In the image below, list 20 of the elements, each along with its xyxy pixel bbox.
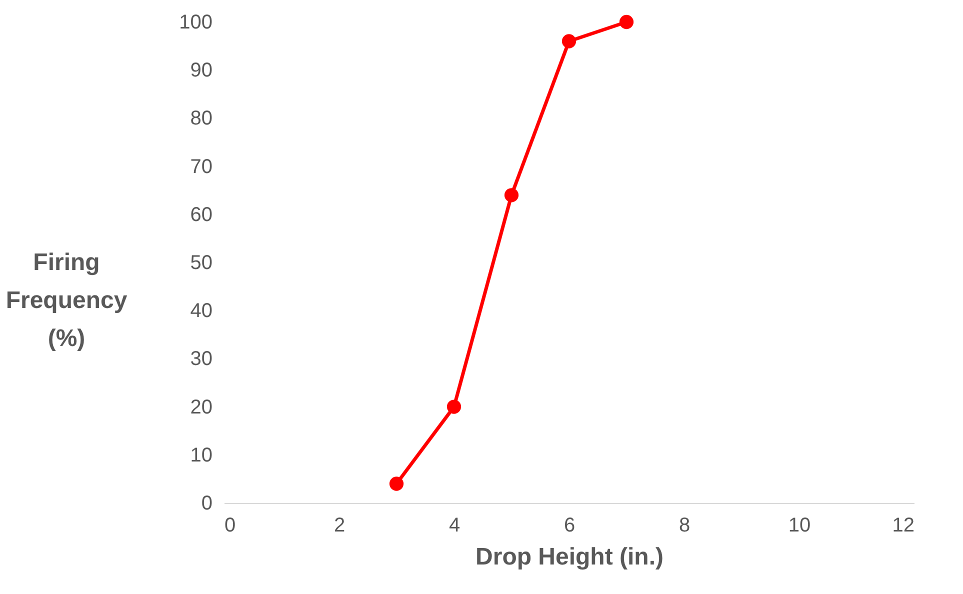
- y-tick-label: 70: [190, 156, 212, 178]
- y-tick-label: 60: [190, 204, 212, 226]
- y-tick-label: 20: [190, 396, 212, 418]
- y-tick-label: 100: [179, 12, 212, 34]
- x-axis-title: Drop Height (in.): [476, 544, 664, 570]
- y-tick-label: 0: [201, 492, 212, 514]
- x-tick-label: 2: [334, 514, 346, 536]
- y-tick-label: 90: [190, 60, 212, 82]
- x-tick-label: 8: [678, 514, 690, 536]
- x-tick-label: 0: [224, 514, 236, 536]
- y-tick-label: 30: [190, 348, 212, 370]
- y-tick-label: 40: [190, 300, 212, 322]
- x-tick-label: 12: [892, 514, 914, 536]
- y-axis-title: Firing Frequency (%): [6, 249, 128, 352]
- x-tick-label: 6: [564, 514, 576, 536]
- y-tick-label: 10: [190, 444, 212, 466]
- y-tick-label: 50: [190, 252, 212, 274]
- x-tick-label: 4: [448, 514, 460, 536]
- y-tick-label: 80: [190, 108, 212, 130]
- x-tick-label: 10: [788, 514, 811, 536]
